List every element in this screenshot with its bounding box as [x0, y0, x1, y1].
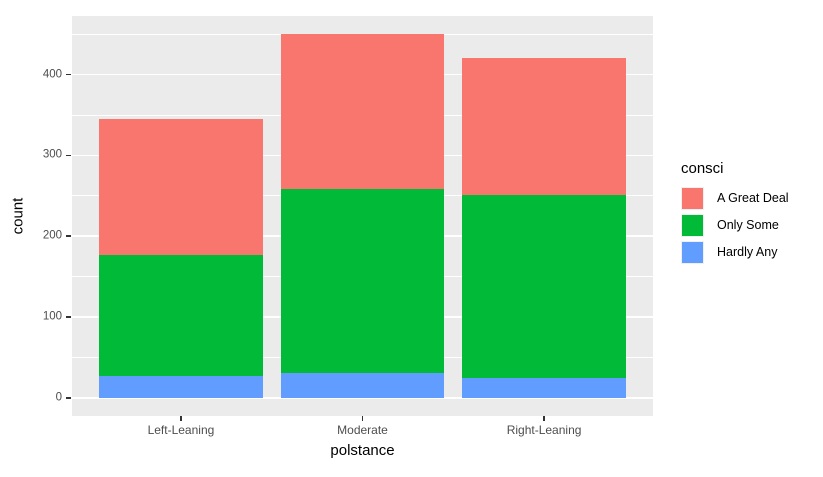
legend-swatch	[681, 214, 704, 237]
bar-segment	[280, 188, 445, 373]
y-tick-label: 300	[42, 148, 62, 161]
bar-segment	[280, 372, 445, 398]
bar-segment	[462, 194, 626, 378]
x-tick-mark	[180, 416, 182, 421]
legend: consci A Great Deal Only Some Hardly Any	[681, 160, 789, 268]
legend-item: Hardly Any	[681, 241, 789, 264]
x-tick-label: Left-Leaning	[147, 423, 215, 437]
legend-item-label: Hardly Any	[717, 245, 778, 260]
legend-items: A Great Deal Only Some Hardly Any	[681, 187, 789, 264]
x-tick-mark	[543, 416, 545, 421]
y-tick-label: 400	[42, 67, 62, 80]
bar-segment	[280, 34, 445, 189]
x-axis-title: polstance	[330, 442, 395, 459]
bar-segment	[462, 377, 626, 398]
legend-title: consci	[681, 160, 724, 177]
major-gridline	[72, 397, 653, 399]
legend-item-label: A Great Deal	[717, 191, 789, 206]
bar-segment	[99, 119, 263, 255]
y-tick-mark	[66, 397, 71, 399]
y-tick-mark	[66, 73, 71, 76]
y-tick-label: 100	[42, 310, 62, 323]
bar-segment	[99, 254, 263, 376]
x-tick-label: Moderate	[337, 423, 388, 437]
legend-swatch	[681, 187, 704, 210]
y-tick-mark	[66, 154, 71, 157]
legend-item-label: Only Some	[717, 218, 779, 233]
bar-segment	[462, 58, 626, 195]
plot-panel	[72, 16, 653, 416]
y-tick-mark	[66, 235, 71, 237]
x-tick-mark	[361, 416, 364, 421]
y-tick-mark	[66, 316, 71, 318]
x-tick-label: Right-Leaning	[506, 423, 582, 437]
y-axis-title: count	[9, 197, 27, 235]
bar-segment	[99, 376, 263, 398]
y-tick-label: 0	[55, 391, 62, 404]
legend-item: A Great Deal	[681, 187, 789, 210]
legend-swatch	[681, 241, 704, 264]
legend-item: Only Some	[681, 214, 789, 237]
y-tick-label: 200	[42, 229, 62, 242]
